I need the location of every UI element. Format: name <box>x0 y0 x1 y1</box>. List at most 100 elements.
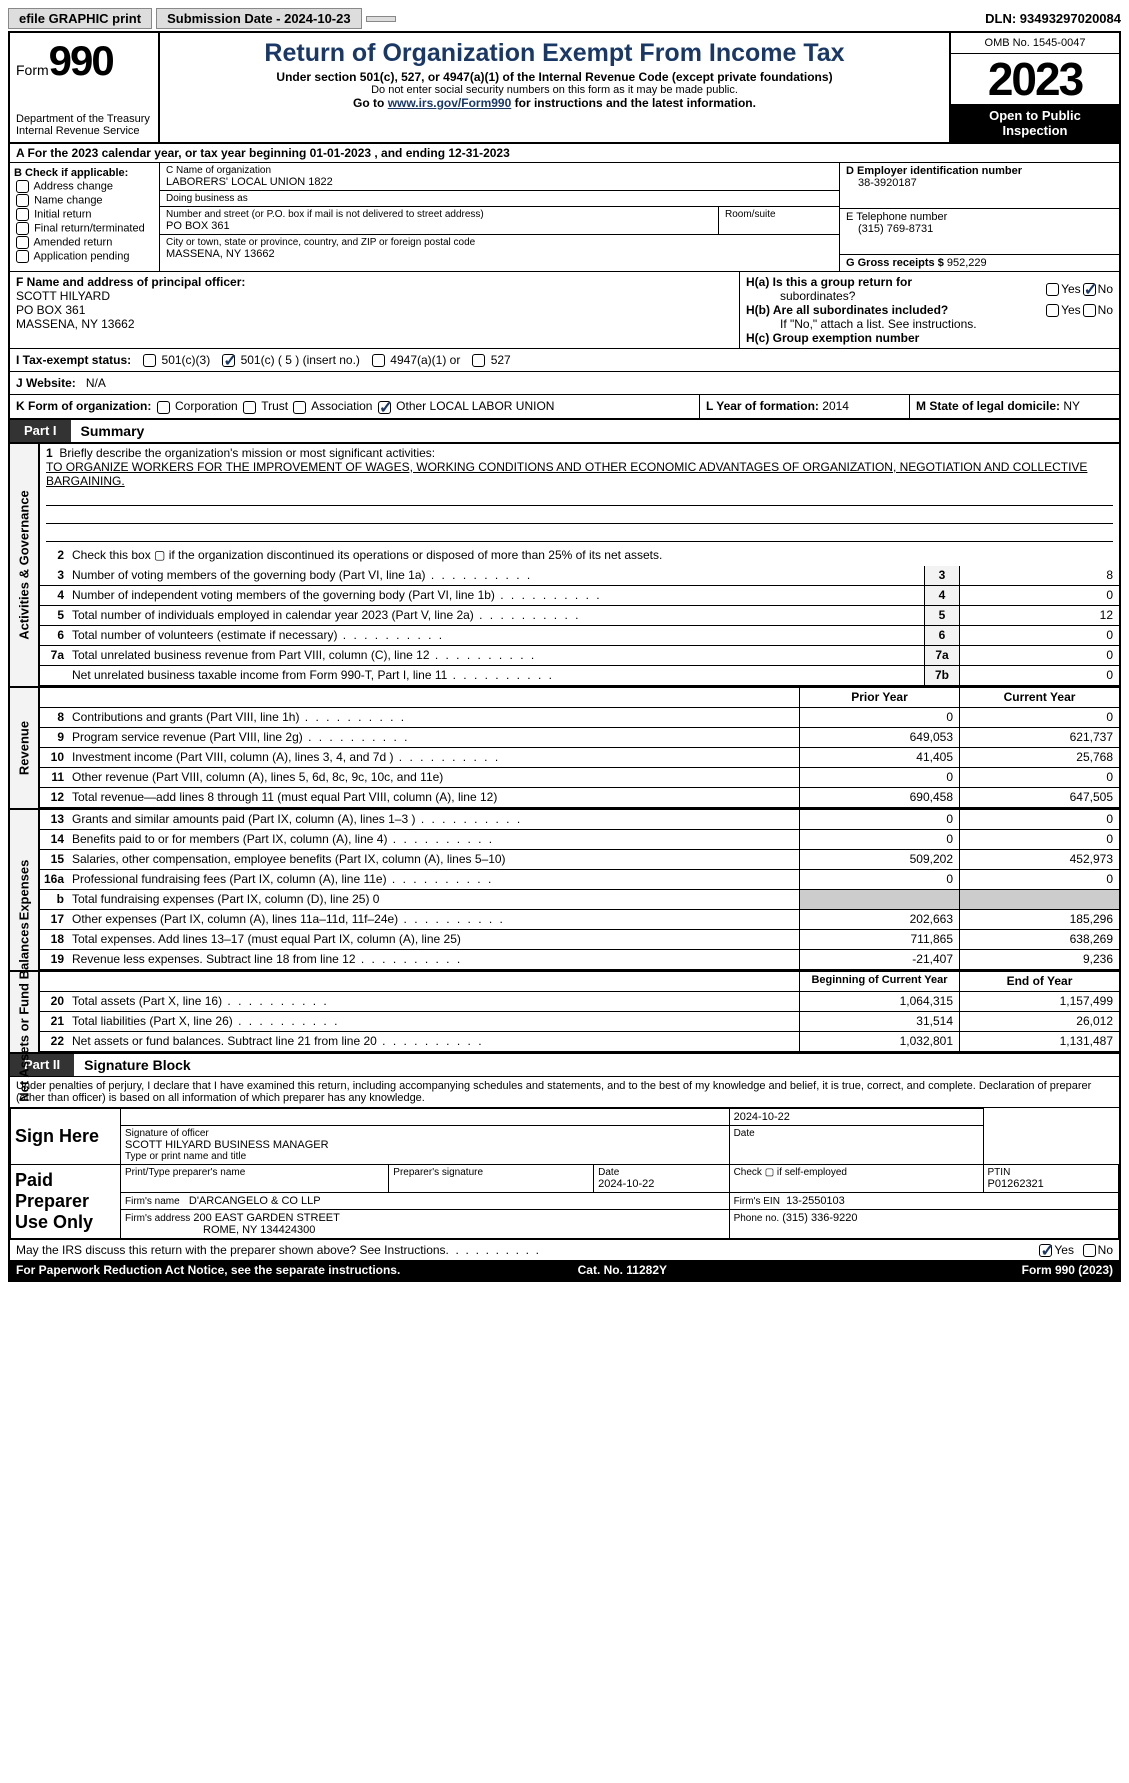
street-cell: Number and street (or P.O. box if mail i… <box>160 207 719 235</box>
efile-btn[interactable]: efile GRAPHIC print <box>8 8 152 29</box>
discuss-no-cb[interactable] <box>1083 1244 1096 1257</box>
irs-link[interactable]: www.irs.gov/Form990 <box>388 96 512 110</box>
part2-header: Part II Signature Block <box>10 1052 1119 1077</box>
line-12-text: Total revenue—add lines 8 through 11 (mu… <box>68 788 799 807</box>
cb-other[interactable] <box>378 401 391 414</box>
org-name-cell: C Name of organization LABORERS' LOCAL U… <box>160 163 839 191</box>
line-16a-prior: 0 <box>799 870 959 889</box>
line-12: 12Total revenue—add lines 8 through 11 (… <box>40 788 1119 808</box>
paid-preparer-label: Paid Preparer Use Only <box>11 1164 121 1238</box>
hb-yes-cb[interactable] <box>1046 304 1059 317</box>
box-k: K Form of organization: Corporation Trus… <box>10 395 699 417</box>
row-klm: K Form of organization: Corporation Trus… <box>10 394 1119 417</box>
line-18-text: Total expenses. Add lines 13–17 (must eq… <box>68 930 799 949</box>
ha-label: H(a) Is this a group return for <box>746 275 912 289</box>
line-5: 5Total number of individuals employed in… <box>40 606 1119 626</box>
header-center: Return of Organization Exempt From Incom… <box>160 33 949 142</box>
ein-cell: D Employer identification number 38-3920… <box>840 163 1119 209</box>
line-7a-text: Total unrelated business revenue from Pa… <box>68 646 924 665</box>
ha-yes-cb[interactable] <box>1046 283 1059 296</box>
hb-yes: Yes <box>1061 303 1081 317</box>
ssn-note: Do not enter social security numbers on … <box>170 84 939 96</box>
line-10: 10Investment income (Part VIII, column (… <box>40 748 1119 768</box>
line-16b-current <box>959 890 1119 909</box>
discuss-yes-cb[interactable] <box>1039 1244 1052 1257</box>
cb-501c[interactable] <box>222 354 235 367</box>
firm-name-cell: Firm's name D'ARCANGELO & CO LLP <box>121 1192 730 1209</box>
dept-treasury: Department of the Treasury <box>16 113 152 125</box>
prep-sig-cell: Preparer's signature <box>389 1164 594 1192</box>
gross-value: 952,229 <box>947 257 987 269</box>
header-right: OMB No. 1545-0047 2023 Open to Public In… <box>949 33 1119 142</box>
officer-sig-cell <box>121 1108 730 1125</box>
line-16a: 16aProfessional fundraising fees (Part I… <box>40 870 1119 890</box>
org-name-label: C Name of organization <box>166 165 833 176</box>
room-cell: Room/suite <box>719 207 839 235</box>
form-title: Return of Organization Exempt From Incom… <box>170 39 939 68</box>
other-value: LOCAL LABOR UNION <box>430 399 555 413</box>
line-21: 21Total liabilities (Part X, line 26) 31… <box>40 1012 1119 1032</box>
line-20: 20Total assets (Part X, line 16) 1,064,3… <box>40 992 1119 1012</box>
line-13-prior: 0 <box>799 810 959 829</box>
i-label: I Tax-exempt status: <box>16 353 131 367</box>
cb-initial-return[interactable]: Initial return <box>14 208 155 221</box>
cb-final-return[interactable]: Final return/terminated <box>14 222 155 235</box>
line-22: 22Net assets or fund balances. Subtract … <box>40 1032 1119 1052</box>
line-20-beg: 1,064,315 <box>799 992 959 1011</box>
cb-application-pending[interactable]: Application pending <box>14 250 155 263</box>
ein-value: 38-3920187 <box>846 177 1113 189</box>
cb-4947[interactable] <box>372 354 385 367</box>
mission-blank3 <box>46 526 1113 542</box>
firm-addr-label: Firm's address <box>125 1213 190 1224</box>
cb-527[interactable] <box>472 354 485 367</box>
part2-title: Signature Block <box>74 1054 201 1076</box>
prep-date: 2024-10-22 <box>598 1178 724 1190</box>
col-b-label: B Check if applicable: <box>14 167 155 179</box>
date-cell: Date <box>729 1125 983 1164</box>
top-bar: efile GRAPHIC print Submission Date - 20… <box>8 8 1121 29</box>
discuss-yes: Yes <box>1054 1243 1074 1257</box>
firm-name-label: Firm's name <box>125 1196 180 1207</box>
firm-phone-label: Phone no. <box>734 1213 780 1224</box>
hb-note: If "No," attach a list. See instructions… <box>746 317 1113 331</box>
line-16b: bTotal fundraising expenses (Part IX, co… <box>40 890 1119 910</box>
cb-assoc[interactable] <box>293 401 306 414</box>
line-22-beg: 1,032,801 <box>799 1032 959 1051</box>
signature-table: Sign Here 2024-10-22 Signature of office… <box>10 1108 1119 1239</box>
cb-corp[interactable] <box>157 401 170 414</box>
phone-value: (315) 769-8731 <box>846 223 1113 235</box>
j-label: J Website: <box>16 376 76 390</box>
opt-assoc: Association <box>311 399 372 413</box>
submission-btn[interactable]: Submission Date - 2024-10-23 <box>156 8 362 29</box>
hb-no: No <box>1098 303 1113 317</box>
ha-no-cb[interactable] <box>1083 283 1096 296</box>
cb-501c3[interactable] <box>143 354 156 367</box>
omb-number: OMB No. 1545-0047 <box>951 33 1119 54</box>
m-label: M State of legal domicile: <box>916 399 1060 413</box>
goto-note: Go to www.irs.gov/Form990 for instructio… <box>170 96 939 110</box>
year-formation: 2014 <box>822 399 849 413</box>
line-7b: Net unrelated business taxable income fr… <box>40 666 1119 686</box>
cb-amended-return[interactable]: Amended return <box>14 236 155 249</box>
cb-trust[interactable] <box>243 401 256 414</box>
line-21-beg: 31,514 <box>799 1012 959 1031</box>
firm-addr1: 200 EAST GARDEN STREET <box>193 1212 340 1224</box>
col-deg: D Employer identification number 38-3920… <box>839 163 1119 271</box>
cb-address-change[interactable]: Address change <box>14 180 155 193</box>
firm-phone: (315) 336-9220 <box>782 1212 857 1224</box>
room-label: Room/suite <box>725 209 833 220</box>
line-8-prior: 0 <box>799 708 959 727</box>
line-15-prior: 509,202 <box>799 850 959 869</box>
ha-no: No <box>1098 282 1113 296</box>
firm-addr-cell: Firm's address 200 EAST GARDEN STREET RO… <box>121 1209 730 1238</box>
city-label: City or town, state or province, country… <box>166 237 833 248</box>
cb-name-change[interactable]: Name change <box>14 194 155 207</box>
officer-addr1: PO BOX 361 <box>16 303 733 317</box>
sidebar-revenue: Revenue <box>10 688 40 808</box>
ha-yes: Yes <box>1061 282 1081 296</box>
hb-no-cb[interactable] <box>1083 304 1096 317</box>
line-21-text: Total liabilities (Part X, line 26) <box>68 1012 799 1031</box>
line-7a-val: 0 <box>959 646 1119 665</box>
line-8-current: 0 <box>959 708 1119 727</box>
line-22-text: Net assets or fund balances. Subtract li… <box>68 1032 799 1051</box>
